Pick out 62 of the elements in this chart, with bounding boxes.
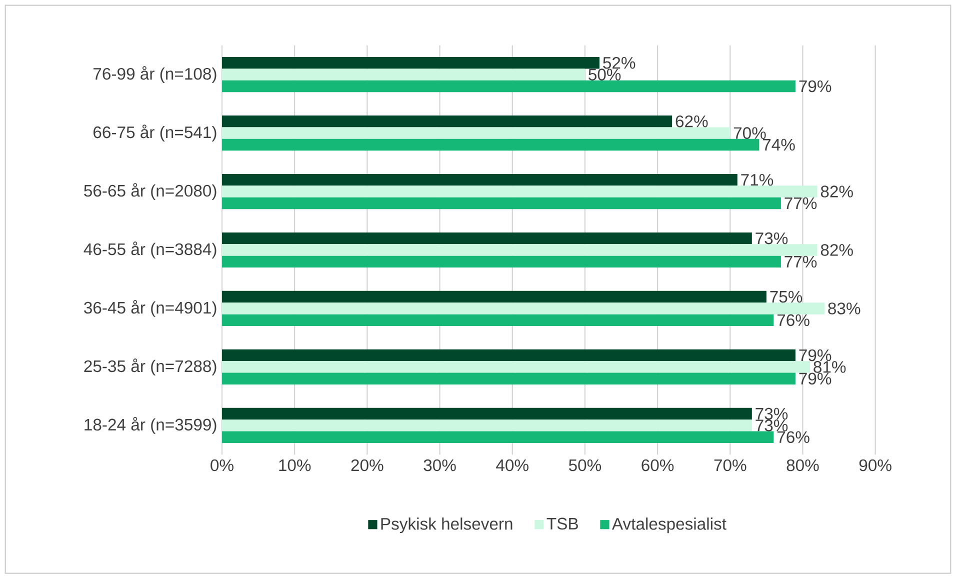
y-tick-label: 56-65 år (n=2080) bbox=[84, 183, 216, 200]
bar bbox=[222, 372, 796, 385]
x-tick-label: 30% bbox=[424, 460, 456, 472]
data-label: 76% bbox=[777, 314, 810, 326]
bar bbox=[222, 314, 774, 326]
x-tick-label: 0% bbox=[210, 460, 234, 472]
x-tick-label: 10% bbox=[279, 460, 311, 472]
x-tick-label: 60% bbox=[642, 460, 674, 472]
y-tick-label: 18-24 år (n=3599) bbox=[84, 417, 216, 434]
bar bbox=[222, 198, 781, 210]
bar bbox=[222, 57, 600, 69]
y-tick-label: 36-45 år (n=4901) bbox=[84, 300, 216, 318]
bar bbox=[222, 361, 810, 373]
bar bbox=[222, 68, 585, 81]
x-tick-label: 50% bbox=[568, 460, 602, 472]
data-label: 71% bbox=[741, 174, 774, 186]
bar bbox=[222, 244, 818, 256]
data-label: 50% bbox=[588, 68, 621, 81]
bar bbox=[222, 174, 738, 186]
y-tick-label: 76-99 år (n=108) bbox=[94, 66, 216, 84]
data-label: 70% bbox=[734, 127, 766, 140]
data-label: 82% bbox=[820, 186, 853, 198]
data-label: 81% bbox=[814, 361, 846, 374]
y-tick-label: 66-75 år (n=541) bbox=[94, 124, 216, 142]
legend-label: TSB bbox=[546, 518, 578, 530]
bar bbox=[222, 186, 818, 198]
data-label: 79% bbox=[799, 372, 832, 385]
data-label: 76% bbox=[777, 431, 810, 444]
y-tick-label: 46-55 år (n=3884) bbox=[84, 242, 216, 259]
bar bbox=[222, 127, 730, 140]
legend-label: Psykisk helsevern bbox=[381, 518, 512, 534]
data-label: 77% bbox=[784, 198, 817, 210]
data-label: 73% bbox=[756, 408, 788, 420]
y-tick-label: 25-35 år (n=7288) bbox=[84, 358, 216, 376]
bar bbox=[222, 291, 766, 303]
bar bbox=[222, 256, 781, 268]
bar bbox=[222, 80, 796, 92]
x-tick-label: 40% bbox=[496, 460, 528, 472]
bar bbox=[222, 408, 752, 420]
bar bbox=[222, 350, 796, 362]
bar bbox=[222, 116, 672, 128]
x-tick-label: 20% bbox=[351, 460, 384, 472]
x-tick-label: 80% bbox=[786, 460, 819, 472]
data-label: 77% bbox=[784, 256, 817, 268]
bar bbox=[222, 420, 752, 432]
x-tick-label: 90% bbox=[859, 460, 892, 472]
data-label: 79% bbox=[799, 350, 832, 362]
data-label: 83% bbox=[828, 302, 860, 315]
data-label: 62% bbox=[676, 116, 708, 128]
bar bbox=[222, 302, 825, 314]
data-label: 73% bbox=[756, 232, 788, 244]
data-label: 73% bbox=[756, 420, 788, 432]
legend-label: Avtalespesialist bbox=[612, 518, 726, 534]
data-label: 82% bbox=[820, 244, 853, 256]
bar bbox=[222, 139, 760, 151]
data-label: 75% bbox=[770, 291, 802, 303]
x-tick-label: 70% bbox=[714, 460, 746, 472]
data-label: 52% bbox=[603, 57, 636, 69]
data-label: 79% bbox=[799, 80, 832, 92]
data-label: 74% bbox=[762, 139, 795, 151]
bar bbox=[222, 431, 774, 444]
bar bbox=[222, 232, 752, 244]
